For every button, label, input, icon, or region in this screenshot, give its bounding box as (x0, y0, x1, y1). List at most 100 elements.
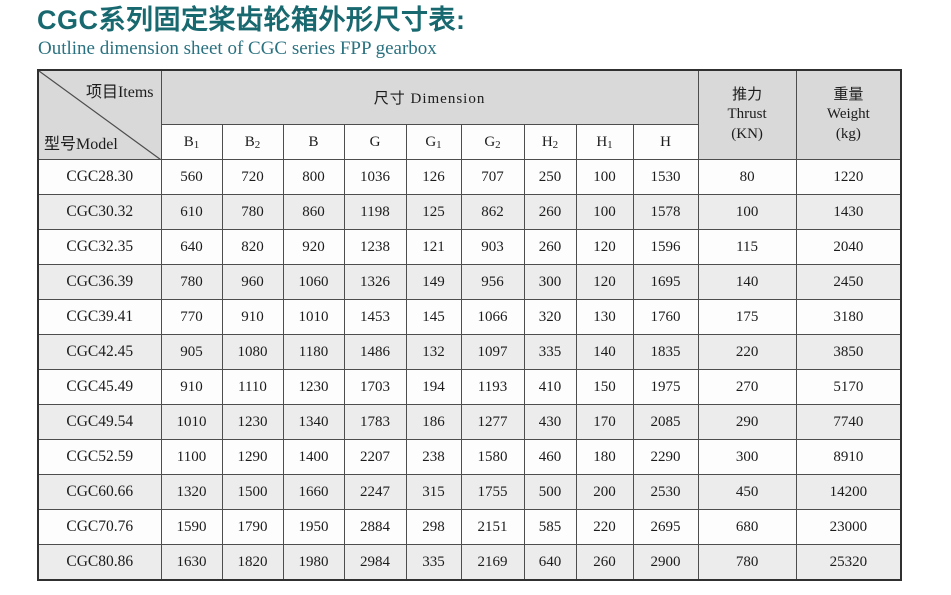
thrust-header-en: Thrust (727, 106, 767, 123)
dim-value-cell: 500 (523, 474, 577, 511)
corner-items-label: 项目Items (85, 83, 154, 101)
table-row: CGC70.76 1590 1790 1950 2884 298 2151 585 220 269… (37, 509, 902, 546)
dim-value-cell: 320 (523, 299, 577, 336)
thrust-header-unit: (KN) (731, 125, 763, 142)
dim-value-cell: 132 (405, 334, 462, 371)
dim-value-cell: 149 (405, 264, 462, 301)
table-row: CGC42.45 905 1080 1180 1486 132 1097 335 140 1835… (37, 334, 902, 371)
dim-value-cell: 1198 (343, 194, 407, 231)
weight-value-cell: 14200 (795, 474, 902, 511)
dim-value-cell: 260 (523, 194, 577, 231)
dim-value-cell: 2169 (460, 544, 525, 581)
dimension-group-header: 尺寸 Dimension (160, 69, 699, 126)
model-cell: CGC28.30 (37, 159, 162, 196)
dim-value-cell: 1080 (221, 334, 284, 371)
dim-value-cell: 140 (575, 334, 634, 371)
thrust-value-cell: 115 (697, 229, 797, 266)
page: CGC系列固定桨齿轮箱外形尺寸表: Outline dimension shee… (0, 5, 951, 595)
dim-value-cell: 1660 (282, 474, 345, 511)
model-cell: CGC60.66 (37, 474, 162, 511)
model-cell: CGC36.39 (37, 264, 162, 301)
dim-value-cell: 2207 (343, 439, 407, 476)
dim-value-cell: 121 (405, 229, 462, 266)
dim-value-cell: 298 (405, 509, 462, 546)
dim-value-cell: 640 (523, 544, 577, 581)
dim-value-cell: 720 (221, 159, 284, 196)
dim-value-cell: 1820 (221, 544, 284, 581)
table-row: CGC80.86 1630 1820 1980 2984 335 2169 640 260 290… (37, 544, 902, 581)
dim-value-cell: 1980 (282, 544, 345, 581)
weight-header-zh: 重量 (833, 86, 864, 103)
weight-value-cell: 1220 (795, 159, 902, 196)
dim-value-cell: 2900 (632, 544, 699, 581)
dim-value-cell: 820 (221, 229, 284, 266)
dim-value-cell: 1340 (282, 404, 345, 441)
dim-value-cell: 260 (575, 544, 634, 581)
dim-value-cell: 145 (405, 299, 462, 336)
weight-value-cell: 1430 (795, 194, 902, 231)
dim-value-cell: 1783 (343, 404, 407, 441)
weight-header: 重量 Weight (kg) (795, 69, 902, 161)
dim-value-cell: 130 (575, 299, 634, 336)
dim-value-cell: 770 (160, 299, 223, 336)
dim-value-cell: 315 (405, 474, 462, 511)
dim-value-cell: 1500 (221, 474, 284, 511)
dim-col-header-b1: B1 (160, 124, 223, 161)
dim-value-cell: 1100 (160, 439, 223, 476)
dim-value-cell: 1230 (221, 404, 284, 441)
dim-value-cell: 200 (575, 474, 634, 511)
dim-value-cell: 2984 (343, 544, 407, 581)
diagonal-divider (39, 71, 161, 160)
dim-value-cell: 1695 (632, 264, 699, 301)
dim-value-cell: 1097 (460, 334, 525, 371)
dim-value-cell: 2884 (343, 509, 407, 546)
header-group-row: 项目Items 型号Model 尺寸 Dimension 推力 Thrust (… (37, 69, 902, 161)
dim-value-cell: 1755 (460, 474, 525, 511)
dim-value-cell: 2695 (632, 509, 699, 546)
weight-header-unit: (kg) (835, 125, 861, 142)
table-row: CGC39.41 770 910 1010 1453 145 1066 320 130 1760 1… (37, 299, 902, 336)
dim-col-header-h: H (632, 124, 699, 161)
dim-value-cell: 100 (575, 194, 634, 231)
dim-value-cell: 2290 (632, 439, 699, 476)
model-cell: CGC30.32 (37, 194, 162, 231)
weight-value-cell: 23000 (795, 509, 902, 546)
dim-col-header-b: B (282, 124, 345, 161)
dim-col-header-h1: H1 (575, 124, 634, 161)
thrust-value-cell: 450 (697, 474, 797, 511)
dim-value-cell: 410 (523, 369, 577, 406)
dim-value-cell: 1193 (460, 369, 525, 406)
table-row: CGC36.39 780 960 1060 1326 149 956 300 120 1695 14… (37, 264, 902, 301)
dim-col-header-b2: B2 (221, 124, 284, 161)
dim-value-cell: 1238 (343, 229, 407, 266)
dim-value-cell: 430 (523, 404, 577, 441)
thrust-header-zh: 推力 (732, 86, 763, 103)
dimension-subheader-row: B1 B2 B G G1 G2 H2 H1 H (38, 124, 901, 161)
dim-value-cell: 125 (405, 194, 462, 231)
dim-value-cell: 1277 (460, 404, 525, 441)
page-title: CGC系列固定桨齿轮箱外形尺寸表: (37, 5, 466, 35)
dim-value-cell: 780 (160, 264, 223, 301)
dim-value-cell: 1835 (632, 334, 699, 371)
dim-value-cell: 1486 (343, 334, 407, 371)
table-row: CGC45.49 910 1110 1230 1703 194 1193 410 150 1975… (37, 369, 902, 406)
table-row: CGC28.30 560 720 800 1036 126 707 250 100 1530 80 1… (37, 159, 902, 196)
dim-value-cell: 956 (460, 264, 525, 301)
dim-value-cell: 335 (405, 544, 462, 581)
dim-value-cell: 1066 (460, 299, 525, 336)
dim-value-cell: 903 (460, 229, 525, 266)
dim-value-cell: 1230 (282, 369, 345, 406)
dim-value-cell: 920 (282, 229, 345, 266)
dim-value-cell: 800 (282, 159, 345, 196)
dim-value-cell: 1180 (282, 334, 345, 371)
dim-value-cell: 2085 (632, 404, 699, 441)
corner-header-cell: 项目Items 型号Model (37, 69, 162, 161)
dim-col-header-g: G (343, 124, 407, 161)
thrust-value-cell: 680 (697, 509, 797, 546)
weight-value-cell: 3850 (795, 334, 902, 371)
dim-value-cell: 1060 (282, 264, 345, 301)
dim-value-cell: 1975 (632, 369, 699, 406)
dim-value-cell: 238 (405, 439, 462, 476)
thrust-value-cell: 270 (697, 369, 797, 406)
weight-header-en: Weight (826, 106, 870, 123)
